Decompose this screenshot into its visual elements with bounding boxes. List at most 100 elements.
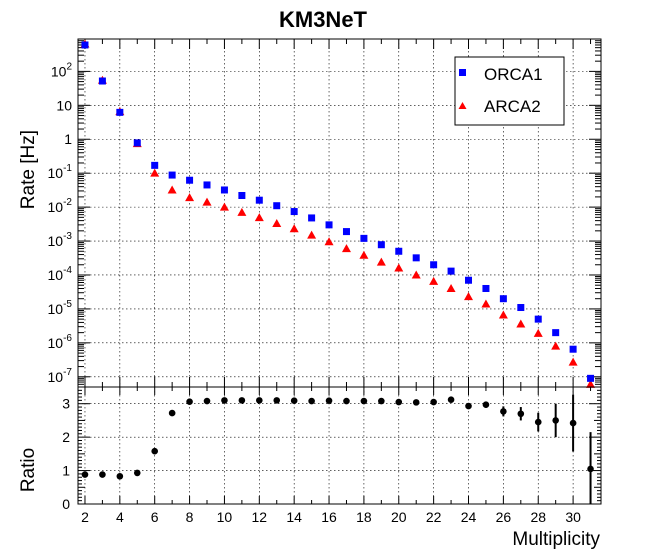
orca1-point bbox=[430, 261, 438, 269]
orca1-point bbox=[412, 254, 420, 262]
legend-orca1-marker bbox=[459, 69, 466, 76]
arca2-point bbox=[150, 168, 160, 177]
x-tick-label: 10 bbox=[217, 509, 233, 525]
arca2-point bbox=[376, 257, 386, 266]
upper-y-tick-label: 10-2 bbox=[48, 197, 73, 215]
orca1-point bbox=[168, 171, 176, 179]
arca2-point bbox=[464, 292, 474, 301]
ratio-point bbox=[290, 397, 298, 405]
arca2-point bbox=[533, 328, 543, 337]
lower-plot-frame bbox=[77, 386, 602, 505]
orca1-point bbox=[255, 196, 263, 204]
ratio-point bbox=[465, 402, 472, 410]
x-tick-label: 30 bbox=[565, 509, 581, 525]
x-tick-label: 24 bbox=[461, 509, 477, 525]
arca2-point bbox=[498, 310, 508, 319]
ratio-data-points bbox=[81, 394, 594, 504]
orca1-point bbox=[465, 276, 473, 284]
ratio-point bbox=[343, 397, 350, 405]
orca1-point bbox=[395, 247, 403, 255]
orca1-point bbox=[325, 221, 333, 229]
legend-box bbox=[454, 56, 565, 126]
orca1-point bbox=[569, 345, 577, 353]
x-tick-label: 26 bbox=[496, 509, 512, 525]
upper-axis-ticks bbox=[78, 38, 601, 388]
lower-y-tick-label: 2 bbox=[62, 429, 70, 445]
x-tick-label: 4 bbox=[116, 509, 124, 525]
upper-y-tick-label: 10-3 bbox=[48, 231, 73, 249]
upper-y-tick-label: 1 bbox=[64, 131, 72, 147]
arca2-point bbox=[359, 250, 369, 259]
orca1-point bbox=[587, 374, 595, 382]
arca2-point bbox=[202, 197, 212, 206]
orca1-point bbox=[81, 41, 89, 49]
x-tick-label: 2 bbox=[81, 509, 89, 525]
ratio-point bbox=[151, 447, 159, 455]
x-tick-label: 16 bbox=[321, 509, 337, 525]
x-tick-label: 6 bbox=[151, 509, 159, 525]
lower-y-tick-label: 0 bbox=[62, 496, 70, 512]
ratio-point bbox=[168, 409, 176, 417]
orca1-point bbox=[517, 304, 525, 312]
x-tick-label: 20 bbox=[391, 509, 407, 525]
upper-grid bbox=[78, 39, 601, 387]
lower-grid bbox=[78, 387, 601, 504]
upper-data-points bbox=[80, 39, 596, 388]
ratio-point bbox=[256, 397, 263, 404]
orca1-point bbox=[447, 267, 455, 275]
ratio-point bbox=[447, 396, 455, 404]
orca1-point bbox=[360, 234, 368, 242]
arca2-point bbox=[341, 244, 351, 253]
arca2-point bbox=[551, 341, 561, 350]
upper-y-tick-label: 10-4 bbox=[48, 265, 73, 283]
arca2-point bbox=[446, 283, 456, 292]
arca2-point bbox=[219, 202, 229, 211]
orca1-point bbox=[342, 228, 350, 236]
orca1-point bbox=[220, 186, 228, 194]
lower-y-tick-label: 3 bbox=[62, 396, 70, 412]
upper-y-tick-label: 102 bbox=[51, 61, 73, 79]
ratio-point bbox=[308, 397, 315, 405]
orca1-point bbox=[534, 315, 542, 323]
legend-arca2-marker bbox=[458, 102, 467, 109]
orca1-point bbox=[238, 191, 246, 199]
ratio-point bbox=[569, 419, 577, 427]
upper-y-tick-label: 10-1 bbox=[48, 163, 73, 181]
ratio-point bbox=[534, 418, 542, 426]
chart-title: KM3NeT bbox=[279, 7, 368, 32]
arca2-point bbox=[429, 276, 439, 285]
ratio-point bbox=[430, 398, 437, 406]
orca1-point bbox=[499, 295, 507, 303]
orca1-point bbox=[552, 329, 560, 337]
arca2-point bbox=[411, 270, 421, 279]
upper-y-tick-label: 10-7 bbox=[48, 367, 73, 385]
ratio-point bbox=[186, 398, 193, 406]
arca2-point bbox=[394, 263, 404, 272]
ratio-point bbox=[360, 397, 368, 405]
ratio-point bbox=[552, 417, 559, 424]
ratio-point bbox=[395, 398, 403, 406]
arca2-point bbox=[237, 207, 247, 216]
ratio-point bbox=[203, 397, 211, 405]
upper-y-axis-label: Rate [Hz] bbox=[18, 130, 39, 209]
orca1-point bbox=[98, 77, 106, 85]
arca2-point bbox=[307, 230, 317, 239]
orca1-point bbox=[151, 161, 159, 169]
x-tick-labels: 2 4 6 8 10 12 14 16 18 20 22 24 26 28 30 bbox=[81, 509, 581, 525]
ratio-point bbox=[221, 397, 228, 404]
arca2-point bbox=[324, 237, 334, 246]
upper-y-tick-labels: 10-7 10-6 10-5 10-4 10-3 10-2 10-1 1 10 102 bbox=[48, 61, 73, 384]
legend-orca1-label: ORCA1 bbox=[484, 65, 543, 84]
x-tick-label: 22 bbox=[426, 509, 442, 525]
orca1-point bbox=[203, 181, 211, 189]
orca1-point bbox=[133, 139, 141, 147]
arca2-point bbox=[568, 357, 578, 366]
orca1-point bbox=[186, 176, 194, 184]
orca1-point bbox=[377, 241, 385, 249]
arca2-point bbox=[167, 185, 177, 194]
ratio-point bbox=[482, 401, 490, 409]
orca1-point bbox=[482, 284, 490, 292]
